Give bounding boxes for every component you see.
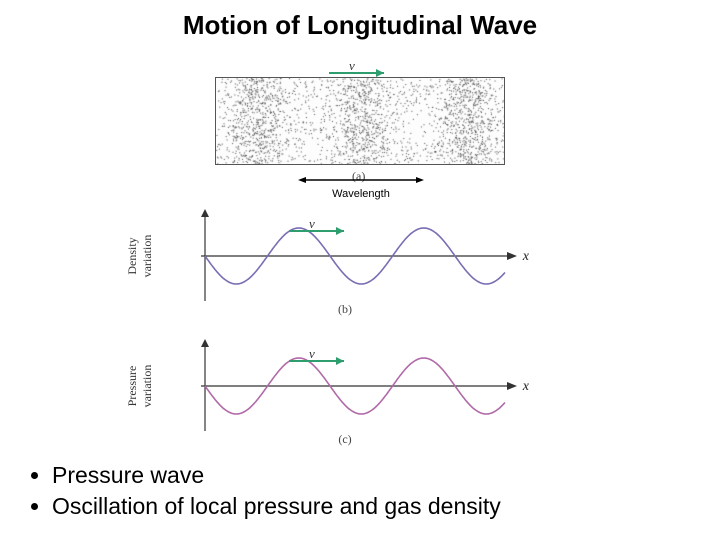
chart-c-svg bbox=[165, 331, 525, 441]
chart-c: Pressure variation v x (c) bbox=[165, 331, 525, 441]
velocity-arrow-b: v bbox=[285, 219, 355, 237]
chart-c-xlabel: x bbox=[523, 379, 529, 395]
panel-a: v bbox=[215, 59, 505, 167]
velocity-symbol: v bbox=[349, 61, 355, 73]
figure-area: v (a) Wavelength Density variation v x (… bbox=[0, 41, 720, 461]
chart-b-xlabel: x bbox=[523, 249, 529, 265]
chart-b-ylabel: Density variation bbox=[125, 211, 155, 301]
svg-text:v: v bbox=[309, 349, 315, 361]
page-title: Motion of Longitudinal Wave bbox=[0, 0, 720, 41]
svg-text:v: v bbox=[309, 219, 315, 231]
chart-b-sublabel: (b) bbox=[338, 302, 352, 317]
chart-b: Density variation v x (b) bbox=[165, 201, 525, 311]
wavelength-indicator: Wavelength bbox=[298, 172, 424, 200]
chart-b-svg bbox=[165, 201, 525, 311]
chart-c-ylabel: Pressure variation bbox=[125, 341, 155, 431]
wavelength-label: Wavelength bbox=[298, 188, 424, 200]
list-item: Oscillation of local pressure and gas de… bbox=[52, 491, 501, 522]
particle-box bbox=[215, 77, 505, 165]
particle-canvas bbox=[216, 78, 505, 165]
list-item: Pressure wave bbox=[52, 460, 501, 491]
velocity-arrow-c: v bbox=[285, 349, 355, 367]
bullet-list: Pressure wave Oscillation of local press… bbox=[30, 460, 501, 522]
chart-c-sublabel: (c) bbox=[338, 432, 351, 447]
wavelength-arrow-icon bbox=[298, 175, 424, 185]
